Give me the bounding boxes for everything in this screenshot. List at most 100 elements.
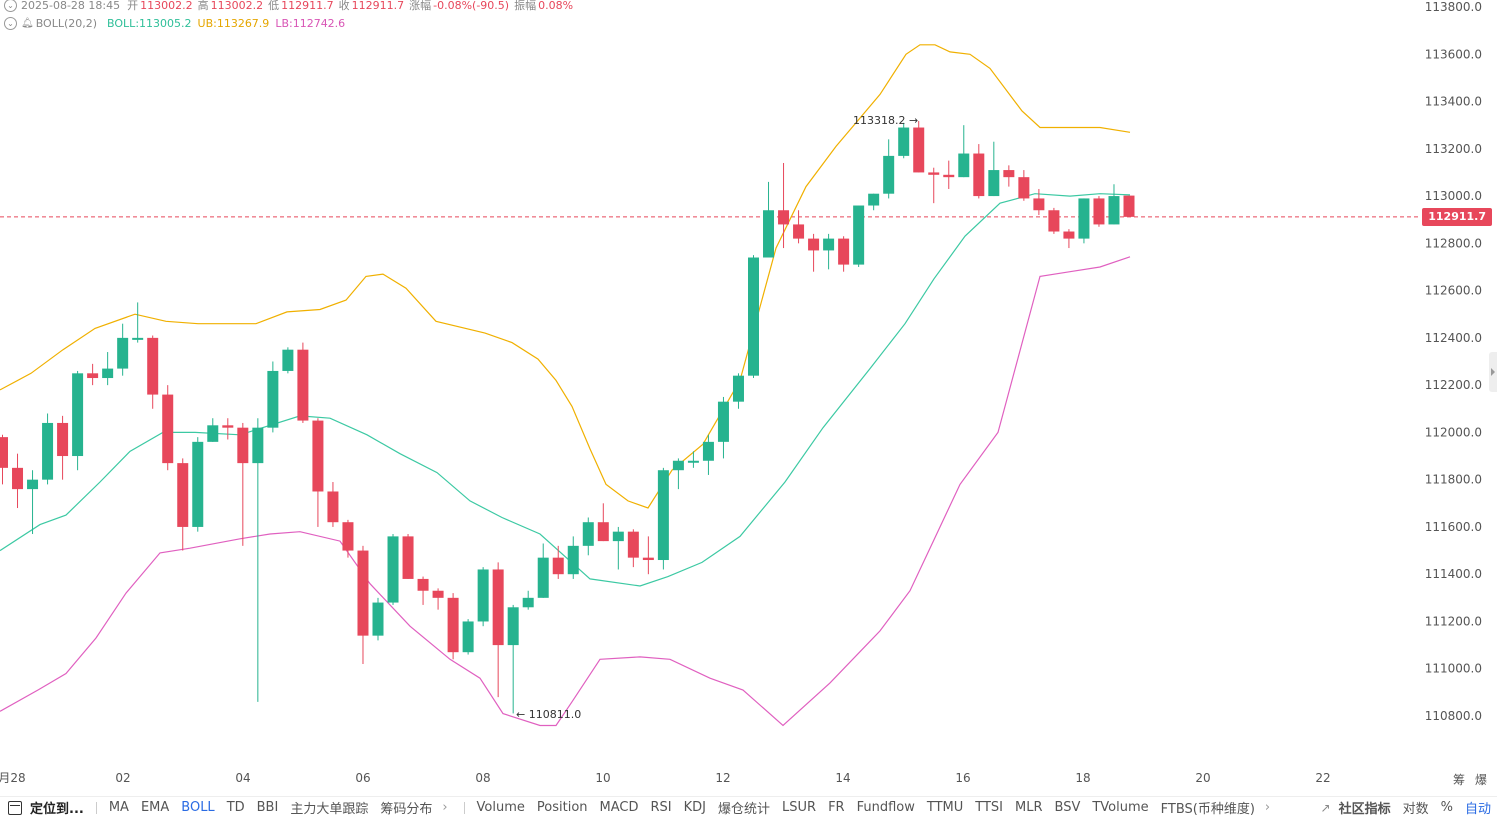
boll-upper-band bbox=[0, 44, 1131, 509]
candle-body bbox=[267, 370, 279, 428]
locate-button[interactable]: 定位到... bbox=[30, 802, 84, 817]
candle bbox=[282, 347, 294, 374]
indicator-ftbs[interactable]: FTBS(币种维度) bbox=[1160, 802, 1255, 817]
candle bbox=[372, 597, 384, 641]
indicator-kdj[interactable]: KDJ bbox=[683, 800, 706, 815]
community-indicators-button[interactable]: 社区指标 bbox=[1338, 802, 1391, 817]
candle bbox=[1003, 165, 1015, 187]
candle bbox=[1123, 195, 1135, 217]
candle bbox=[567, 536, 579, 579]
indicator-volume[interactable]: Volume bbox=[476, 800, 525, 815]
percent-scale-toggle[interactable]: % bbox=[1440, 800, 1453, 815]
x-tick-label: 18 bbox=[1075, 771, 1090, 785]
candle-body bbox=[657, 470, 669, 561]
collapse-icon[interactable]: ⌄ bbox=[4, 16, 17, 30]
candle-body bbox=[1033, 198, 1045, 211]
indicator-mlr[interactable]: MLR bbox=[1015, 800, 1043, 815]
candle-body bbox=[297, 349, 309, 421]
bell-icon[interactable]: 🔔︎ bbox=[21, 17, 34, 29]
candle-body bbox=[102, 368, 114, 379]
indicator-ma[interactable]: MA bbox=[108, 800, 129, 815]
boll-legend: ⌄ 🔔︎ BOLL(20,2) BOLL:113005.2 UB:113267.… bbox=[4, 15, 345, 31]
low-price-annotation: ← 110811.0 bbox=[516, 708, 581, 721]
candle-body bbox=[57, 422, 69, 457]
indicator-position[interactable]: Position bbox=[536, 800, 588, 815]
candle-body bbox=[42, 422, 54, 480]
candle-body bbox=[1078, 198, 1090, 239]
candle bbox=[612, 526, 624, 570]
candle-body bbox=[282, 349, 294, 371]
y-tick-label: 113600.0 bbox=[1425, 47, 1482, 61]
liquidation-corner-label[interactable]: 爆 bbox=[1475, 773, 1488, 787]
indicator-rsi[interactable]: RSI bbox=[650, 800, 672, 815]
candle-body bbox=[717, 401, 729, 442]
candle bbox=[177, 458, 189, 551]
indicator-ttmu[interactable]: TTMU bbox=[926, 800, 964, 815]
candle bbox=[657, 467, 669, 570]
indicator-toolbar: 定位到... MA EMA BOLL TD BBI 主力大单跟踪 筹码分布 › … bbox=[0, 796, 1497, 818]
legend-change: -0.08%(-90.5) bbox=[433, 0, 510, 12]
candle-body bbox=[402, 536, 414, 579]
y-tick-label: 111400.0 bbox=[1425, 567, 1482, 581]
indicator-lsur[interactable]: LSUR bbox=[782, 800, 817, 815]
candle-body bbox=[132, 337, 144, 340]
candle bbox=[642, 536, 654, 575]
candle-body bbox=[732, 375, 744, 402]
calendar-icon[interactable] bbox=[8, 800, 22, 815]
candle bbox=[297, 342, 309, 423]
collapse-icon[interactable]: ⌄ bbox=[4, 0, 17, 12]
candle-body bbox=[868, 193, 880, 206]
candle-body bbox=[417, 578, 429, 591]
indicator-chip-distribution[interactable]: 筹码分布 bbox=[380, 802, 433, 817]
log-scale-toggle[interactable]: 对数 bbox=[1402, 802, 1429, 817]
indicator-ema[interactable]: EMA bbox=[140, 800, 170, 815]
current-price-badge: 112911.7 bbox=[1422, 208, 1492, 226]
indicator-td[interactable]: TD bbox=[226, 800, 245, 815]
candle bbox=[808, 233, 820, 272]
indicator-bbi[interactable]: BBI bbox=[256, 800, 279, 815]
candle-body bbox=[582, 522, 594, 546]
candle-body bbox=[1063, 231, 1075, 239]
indicator-fundflow[interactable]: Fundflow bbox=[856, 800, 915, 815]
candle-body bbox=[627, 531, 639, 558]
candle-body bbox=[117, 337, 129, 369]
candle bbox=[132, 302, 144, 343]
chevron-right-icon[interactable]: › bbox=[1264, 800, 1271, 815]
y-tick-label: 110800.0 bbox=[1425, 709, 1482, 723]
candle bbox=[12, 453, 24, 509]
candle-body bbox=[222, 425, 234, 428]
bollinger-bands bbox=[0, 44, 1131, 727]
indicator-liquidation[interactable]: 爆仓统计 bbox=[718, 802, 771, 817]
candle-body bbox=[973, 153, 985, 197]
y-tick-label: 112600.0 bbox=[1425, 284, 1482, 298]
candle bbox=[1033, 188, 1045, 215]
indicator-tvolume[interactable]: TVolume bbox=[1092, 800, 1149, 815]
candle bbox=[207, 418, 219, 442]
external-link-icon[interactable]: ↗ bbox=[1320, 800, 1331, 815]
panel-toggle-handle[interactable] bbox=[1489, 352, 1497, 392]
candle-body bbox=[597, 522, 609, 542]
candle-body bbox=[192, 441, 204, 527]
x-tick-label: 20 bbox=[1195, 771, 1210, 785]
candle bbox=[988, 141, 1000, 197]
boll-indicator-name[interactable]: BOLL(20,2) bbox=[35, 16, 98, 30]
x-tick-label: 12 bbox=[715, 771, 730, 785]
x-tick-label: 16 bbox=[955, 771, 970, 785]
candle bbox=[192, 437, 204, 532]
indicator-ttsi[interactable]: TTSI bbox=[975, 800, 1003, 815]
candle-body bbox=[27, 479, 39, 490]
indicator-main-force[interactable]: 主力大单跟踪 bbox=[290, 802, 369, 817]
auto-scale-toggle[interactable]: 自动 bbox=[1464, 802, 1491, 817]
indicator-boll[interactable]: BOLL bbox=[181, 800, 215, 815]
candle-body bbox=[1123, 195, 1135, 217]
chip-corner-label[interactable]: 筹 bbox=[1453, 773, 1466, 787]
x-tick-label: 02 bbox=[115, 771, 130, 785]
indicator-bsv[interactable]: BSV bbox=[1054, 800, 1081, 815]
legend-close: 112911.7 bbox=[351, 0, 405, 12]
candle-body bbox=[612, 531, 624, 542]
chevron-right-icon[interactable]: › bbox=[442, 800, 448, 815]
indicator-fr[interactable]: FR bbox=[828, 800, 845, 815]
x-tick-label: 06 bbox=[355, 771, 370, 785]
indicator-macd[interactable]: MACD bbox=[599, 800, 639, 815]
